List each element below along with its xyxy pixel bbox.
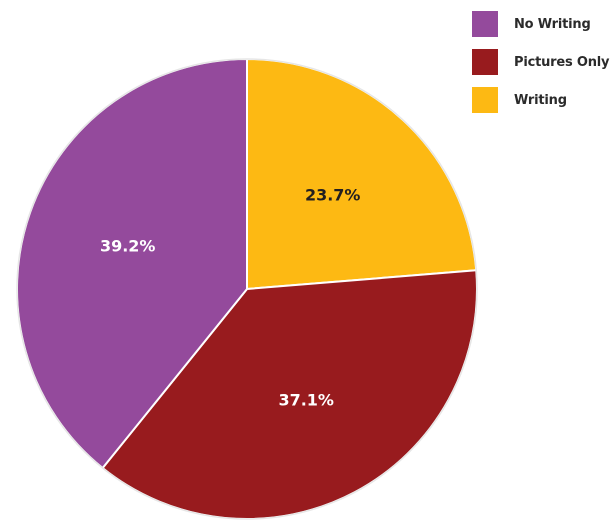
legend-swatch-no-writing [472, 11, 498, 37]
chart-legend: No Writing Pictures Only Writing [472, 9, 609, 123]
legend-label-writing: Writing [514, 92, 567, 108]
legend-swatch-pictures-only [472, 49, 498, 75]
legend-label-no-writing: No Writing [514, 16, 591, 32]
legend-item-writing: Writing [472, 85, 609, 115]
slice-label-pictures-only: 37.1% [278, 390, 334, 409]
pie-slices [16, 58, 478, 520]
slice-label-writing: 23.7% [305, 186, 361, 205]
legend-label-pictures-only: Pictures Only [514, 54, 610, 70]
pie-slice-writing [246, 58, 478, 290]
pie-outline [16, 58, 478, 520]
pie-slice-labels: 23.7% 37.1% 39.2% [100, 186, 361, 410]
legend-item-pictures-only: Pictures Only [472, 47, 609, 77]
legend-item-no-writing: No Writing [472, 9, 609, 39]
legend-swatch-writing [472, 87, 498, 113]
slice-label-no-writing: 39.2% [100, 236, 156, 255]
